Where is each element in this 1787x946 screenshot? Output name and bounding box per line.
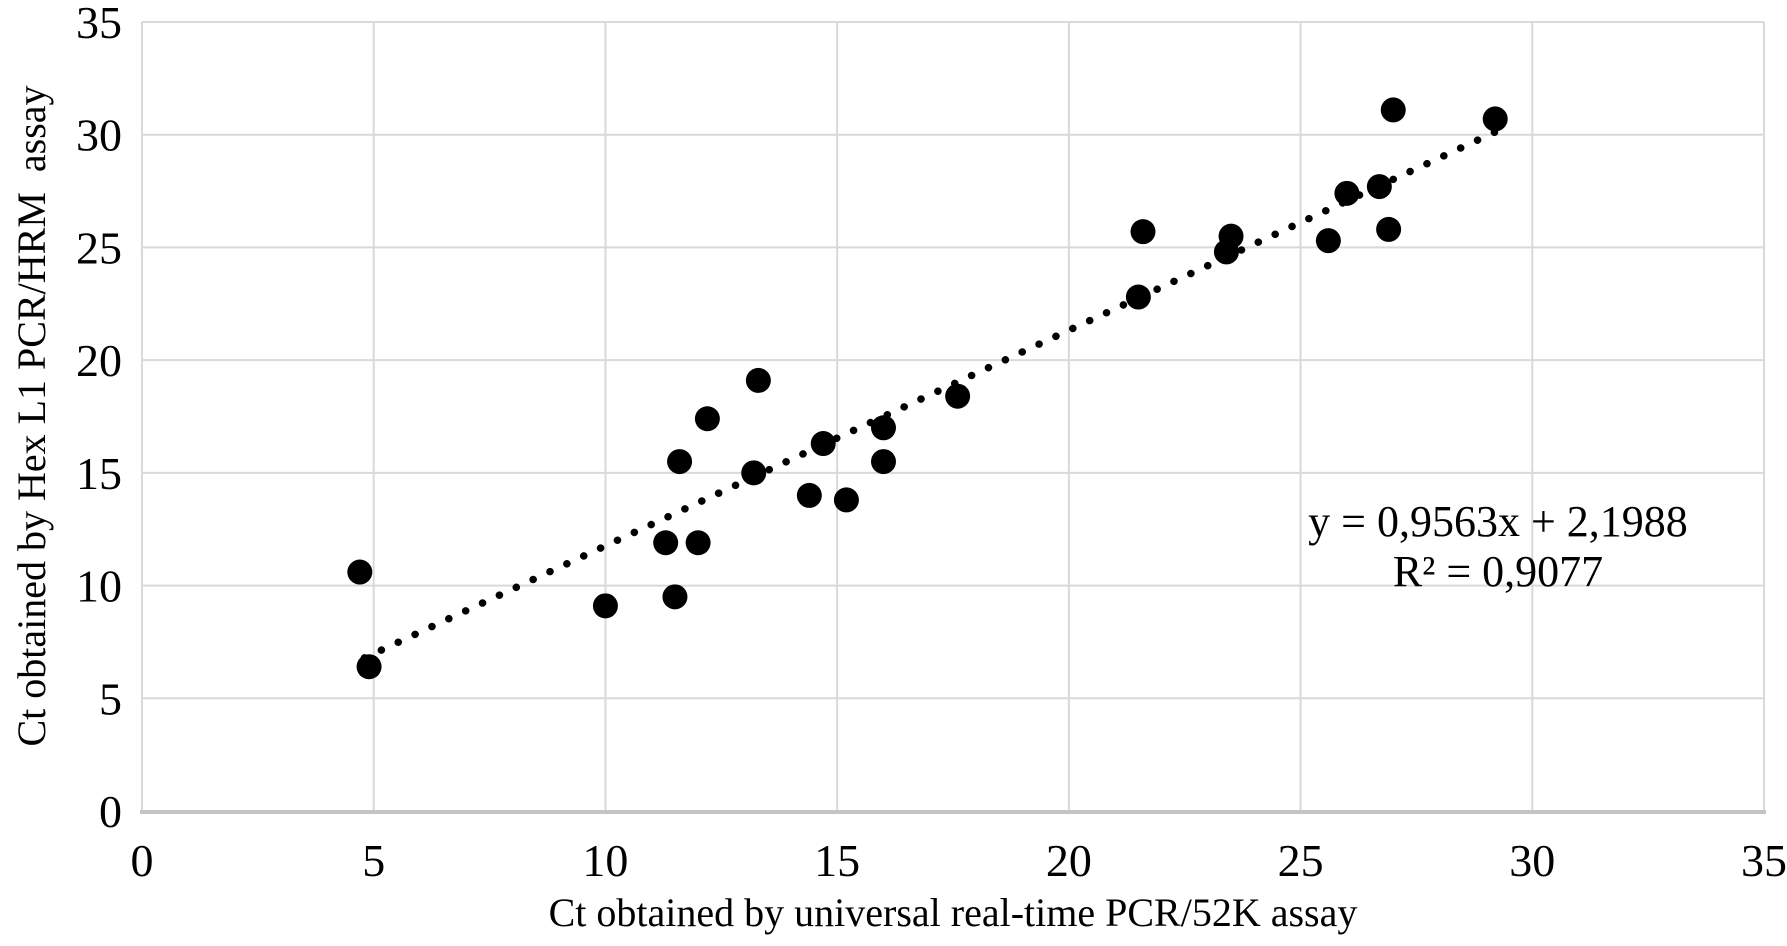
x-tick-label: 20 xyxy=(1046,835,1092,886)
y-tick-label: 5 xyxy=(99,673,122,724)
x-tick-label: 35 xyxy=(1741,835,1787,886)
data-point xyxy=(870,415,896,441)
y-tick-label: 0 xyxy=(99,786,122,837)
data-point xyxy=(1218,223,1244,249)
y-tick-label: 15 xyxy=(76,448,122,499)
x-tick-label: 10 xyxy=(582,835,628,886)
x-tick-label: 30 xyxy=(1509,835,1555,886)
data-point xyxy=(870,449,896,475)
data-point xyxy=(667,449,693,475)
data-point xyxy=(833,487,859,513)
x-tick-label: 0 xyxy=(131,835,154,886)
data-point xyxy=(347,559,373,585)
trendline-r-squared: R² = 0,9077 xyxy=(1392,547,1604,596)
data-point xyxy=(653,530,679,556)
data-point xyxy=(796,482,822,508)
data-point xyxy=(1315,228,1341,254)
x-tick-label: 15 xyxy=(814,835,860,886)
data-point xyxy=(592,593,618,619)
y-tick-label: 30 xyxy=(76,110,122,161)
data-point xyxy=(741,460,767,486)
data-point xyxy=(662,584,688,610)
data-point xyxy=(1125,284,1151,310)
x-axis-title: Ct obtained by universal real-time PCR/5… xyxy=(548,890,1358,935)
data-point xyxy=(1482,106,1508,132)
y-tick-label: 20 xyxy=(76,335,122,386)
trendline xyxy=(360,121,1513,662)
data-point xyxy=(745,367,771,393)
data-point xyxy=(945,383,971,409)
data-point xyxy=(356,654,382,680)
trendline-annotation: y = 0,9563x + 2,1988 R² = 0,9077 xyxy=(1198,497,1787,597)
data-point xyxy=(1366,174,1392,200)
y-axis-title: Ct obtained by Hex L1 PCR/HRM assay xyxy=(9,85,54,747)
x-tick-label: 5 xyxy=(362,835,385,886)
y-tick-label: 10 xyxy=(76,561,122,612)
data-point xyxy=(694,406,720,432)
data-point xyxy=(685,530,711,556)
trendline-equation: y = 0,9563x + 2,1988 xyxy=(1308,497,1688,546)
y-tick-label: 25 xyxy=(76,222,122,273)
data-point xyxy=(1130,219,1156,245)
data-point xyxy=(1380,97,1406,123)
data-point xyxy=(810,431,836,457)
data-point xyxy=(1334,180,1360,206)
y-tick-label: 35 xyxy=(76,0,122,48)
x-tick-label: 25 xyxy=(1278,835,1324,886)
data-point xyxy=(1376,216,1402,242)
